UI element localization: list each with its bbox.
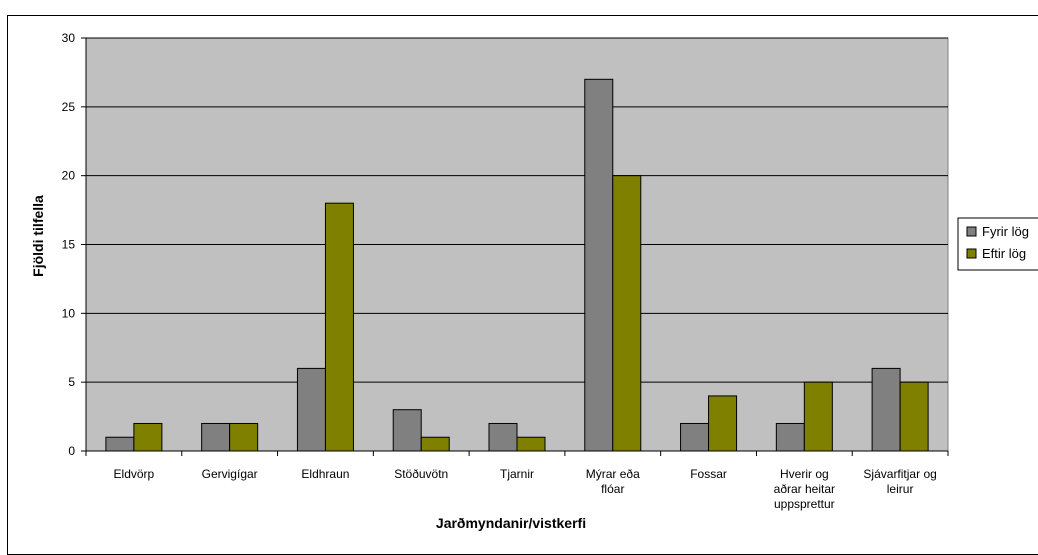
bar-fyrir-7 xyxy=(775,422,805,452)
bar-fyrir-4 xyxy=(488,422,518,452)
bar-eftir-7 xyxy=(803,381,833,452)
bar-eftir-2 xyxy=(324,202,354,452)
bar-fyrir-2 xyxy=(296,367,326,452)
x-tick-label: Sjávarfitjar og leirur xyxy=(863,467,936,496)
bar-fyrir-8 xyxy=(871,367,901,452)
y-tick-label: 25 xyxy=(62,100,76,114)
bar-fyrir-5 xyxy=(584,78,614,452)
x-tick-label: Eldhraun xyxy=(301,467,349,481)
x-tick-label: Gervigígar xyxy=(202,467,258,481)
bar-eftir-6 xyxy=(708,395,738,452)
x-axis-title: Jarðmyndanir/vistkerfi xyxy=(436,515,586,531)
x-tick-label: Stöðuvötn xyxy=(394,467,448,481)
bar-eftir-8 xyxy=(899,381,929,452)
legend-swatch-eftir xyxy=(966,248,977,259)
bar-eftir-5 xyxy=(612,175,642,452)
legend-label-eftir: Eftir lög xyxy=(982,246,1026,261)
bar-eftir-3 xyxy=(420,436,450,452)
x-tick-label: Mýrar eða flóar xyxy=(586,467,640,496)
bar-fyrir-0 xyxy=(105,436,135,452)
bar-eftir-0 xyxy=(133,422,163,452)
y-tick-label: 10 xyxy=(62,306,76,320)
bar-fyrir-6 xyxy=(680,422,710,452)
y-tick-label: 30 xyxy=(62,31,76,45)
y-tick-label: 20 xyxy=(62,169,76,183)
bar-fyrir-1 xyxy=(201,422,231,452)
bar-fyrir-3 xyxy=(392,409,422,452)
bar-eftir-4 xyxy=(516,436,546,452)
y-tick-label: 5 xyxy=(68,375,75,389)
y-tick-label: 0 xyxy=(68,444,75,458)
y-axis-title: Fjöldi tilfella xyxy=(30,195,46,277)
x-tick-label: Fossar xyxy=(690,467,727,481)
x-tick-label: Tjarnir xyxy=(500,467,534,481)
x-tick-label: Eldvörp xyxy=(114,467,155,481)
legend-swatch-fyrir xyxy=(966,226,977,237)
legend-label-fyrir: Fyrir lög xyxy=(982,224,1029,239)
bar-eftir-1 xyxy=(229,422,259,452)
x-tick-label: Hverir og aðrar heitar uppsprettur xyxy=(774,467,835,511)
y-tick-label: 15 xyxy=(62,238,76,252)
